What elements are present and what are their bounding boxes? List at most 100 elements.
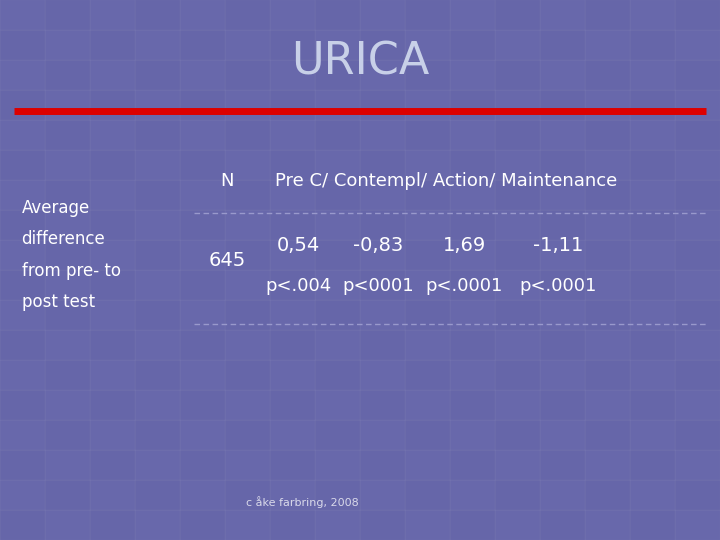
Bar [450,60,495,90]
Bar [45,30,90,60]
Text: URICA: URICA [291,40,429,84]
Bar [45,510,90,540]
Bar [225,90,270,120]
Bar [585,330,630,360]
Bar [585,390,630,420]
Bar [405,60,450,90]
Bar [270,90,315,120]
Bar [495,60,540,90]
Text: -1,11: -1,11 [533,236,583,255]
Bar [315,390,360,420]
Bar [630,150,675,180]
Bar [225,390,270,420]
Bar [270,240,315,270]
Bar [90,480,135,510]
Bar [360,270,405,300]
Bar [0,0,45,30]
Bar [315,510,360,540]
Bar [135,120,180,150]
Bar [540,510,585,540]
Bar [225,420,270,450]
Bar [315,30,360,60]
Bar [540,30,585,60]
Bar [450,0,495,30]
Bar [0,180,45,210]
Bar [360,120,405,150]
Bar [360,300,405,330]
Bar [180,450,225,480]
Bar [360,420,405,450]
Bar [450,330,495,360]
Bar [270,300,315,330]
Bar [180,360,225,390]
Bar [180,390,225,420]
Bar [540,150,585,180]
Bar [630,450,675,480]
Bar [225,180,270,210]
Bar [45,450,90,480]
Bar [135,510,180,540]
Bar [630,210,675,240]
Bar [135,180,180,210]
Bar [180,270,225,300]
Bar [450,420,495,450]
Bar [495,150,540,180]
Bar [90,90,135,120]
Bar [135,0,180,30]
Bar [405,0,450,30]
Bar [270,450,315,480]
Bar [630,30,675,60]
Bar [405,30,450,60]
Bar [270,30,315,60]
Bar [495,510,540,540]
Bar [180,330,225,360]
Bar [270,60,315,90]
Bar [225,300,270,330]
Bar [630,510,675,540]
Bar [0,510,45,540]
Text: -0,83: -0,83 [353,236,403,255]
Bar [495,120,540,150]
Bar [315,450,360,480]
Bar [675,480,720,510]
Bar [450,210,495,240]
Bar [90,270,135,300]
Bar [225,240,270,270]
Bar [315,420,360,450]
Bar [315,240,360,270]
Bar [405,300,450,330]
Text: difference: difference [22,230,105,248]
Bar [585,450,630,480]
Bar [675,360,720,390]
Bar [0,210,45,240]
Bar [360,180,405,210]
Bar [450,390,495,420]
Bar [90,150,135,180]
Bar [540,0,585,30]
Bar [630,360,675,390]
Bar [315,330,360,360]
Bar [135,390,180,420]
Text: Average: Average [22,199,90,217]
Bar [45,210,90,240]
Bar [90,510,135,540]
Bar [405,390,450,420]
Bar [585,510,630,540]
Bar [585,180,630,210]
Bar [405,210,450,240]
Bar [225,120,270,150]
Bar [585,480,630,510]
Bar [630,90,675,120]
Bar [630,60,675,90]
Bar [225,450,270,480]
Bar [450,300,495,330]
Bar [450,360,495,390]
Bar [405,270,450,300]
Bar [495,300,540,330]
Bar [360,390,405,420]
Bar [495,0,540,30]
Bar [495,330,540,360]
Bar [540,270,585,300]
Bar [405,360,450,390]
Bar [270,270,315,300]
